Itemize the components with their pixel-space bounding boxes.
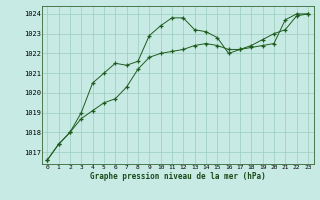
X-axis label: Graphe pression niveau de la mer (hPa): Graphe pression niveau de la mer (hPa) bbox=[90, 172, 266, 181]
